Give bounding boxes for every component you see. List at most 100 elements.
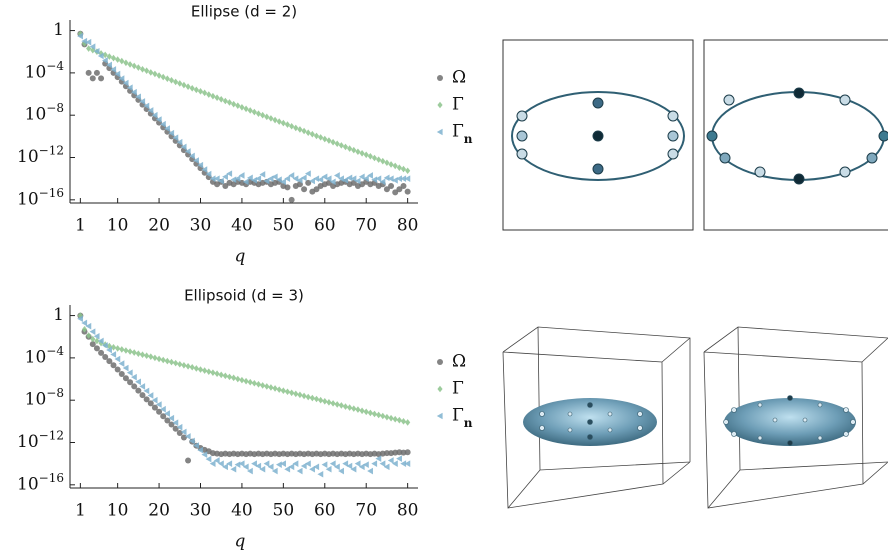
point — [197, 446, 204, 454]
point — [367, 153, 373, 160]
point — [173, 78, 179, 86]
point — [126, 369, 133, 376]
point — [396, 175, 402, 182]
point — [106, 53, 112, 60]
point — [371, 154, 378, 162]
x-tick-label: 40 — [231, 501, 253, 521]
point — [383, 450, 390, 457]
point — [384, 159, 390, 167]
point — [185, 363, 191, 370]
point — [143, 387, 150, 395]
point — [388, 414, 394, 422]
point — [168, 358, 175, 366]
point — [81, 326, 88, 333]
point — [193, 442, 199, 449]
point — [234, 175, 241, 182]
point — [131, 383, 138, 390]
point — [98, 75, 105, 82]
point — [263, 177, 270, 185]
point — [144, 67, 150, 75]
point — [280, 460, 286, 467]
point — [329, 460, 336, 467]
point — [151, 111, 158, 119]
point — [173, 359, 179, 367]
point — [268, 115, 274, 122]
point — [160, 356, 166, 364]
point — [300, 462, 307, 470]
point — [334, 172, 340, 179]
point — [247, 174, 253, 182]
point — [354, 177, 361, 185]
point — [222, 372, 228, 380]
point — [242, 178, 249, 186]
point — [160, 405, 166, 413]
legend-label: Γn — [452, 406, 473, 430]
point — [346, 462, 353, 470]
point — [193, 365, 199, 372]
point — [355, 406, 361, 413]
point — [388, 161, 394, 168]
point — [309, 394, 315, 402]
point — [247, 378, 253, 386]
point — [330, 138, 336, 146]
point — [127, 379, 134, 386]
point — [189, 437, 195, 445]
point — [363, 408, 369, 416]
point — [293, 124, 299, 132]
point — [268, 384, 274, 391]
point — [218, 371, 224, 379]
point — [284, 388, 291, 396]
point — [168, 76, 175, 84]
point — [346, 174, 353, 182]
point — [102, 51, 108, 59]
point — [400, 418, 407, 425]
point — [392, 415, 398, 423]
point — [313, 186, 320, 193]
point — [185, 83, 191, 90]
point — [264, 383, 270, 390]
point — [155, 401, 162, 408]
point — [383, 174, 390, 182]
y-tick-label: 1 — [53, 20, 64, 40]
point — [94, 337, 100, 345]
point — [90, 335, 96, 343]
point — [226, 460, 233, 467]
point — [118, 360, 125, 367]
x-tick-label: 1 — [75, 216, 86, 236]
x-tick-label: 30 — [190, 216, 212, 236]
point — [97, 52, 104, 60]
y-tick-label: 10−12 — [17, 428, 64, 452]
point — [222, 97, 228, 105]
point — [247, 467, 253, 475]
point — [102, 354, 109, 361]
point — [164, 75, 170, 83]
x-tick-label: 60 — [314, 501, 336, 521]
point — [284, 184, 291, 191]
point — [160, 73, 166, 81]
x-axis-label: q — [235, 247, 246, 267]
point — [143, 102, 150, 110]
point — [189, 363, 195, 371]
x-tick-label: 50 — [273, 216, 295, 236]
x-tick-label: 10 — [107, 501, 129, 521]
point — [400, 460, 407, 467]
point — [350, 465, 357, 473]
point — [387, 457, 394, 464]
point — [363, 175, 369, 182]
point — [305, 179, 312, 186]
point — [139, 351, 146, 359]
point — [300, 174, 307, 182]
point — [243, 105, 249, 113]
point — [342, 143, 349, 151]
point — [106, 358, 113, 365]
y-tick-label: 1 — [53, 305, 64, 325]
point — [317, 176, 324, 183]
point — [131, 373, 137, 381]
point — [231, 374, 237, 382]
point — [297, 126, 303, 133]
point — [325, 465, 332, 473]
point — [156, 355, 162, 363]
legend-marker — [436, 412, 443, 420]
x-tick-label: 70 — [355, 216, 377, 236]
